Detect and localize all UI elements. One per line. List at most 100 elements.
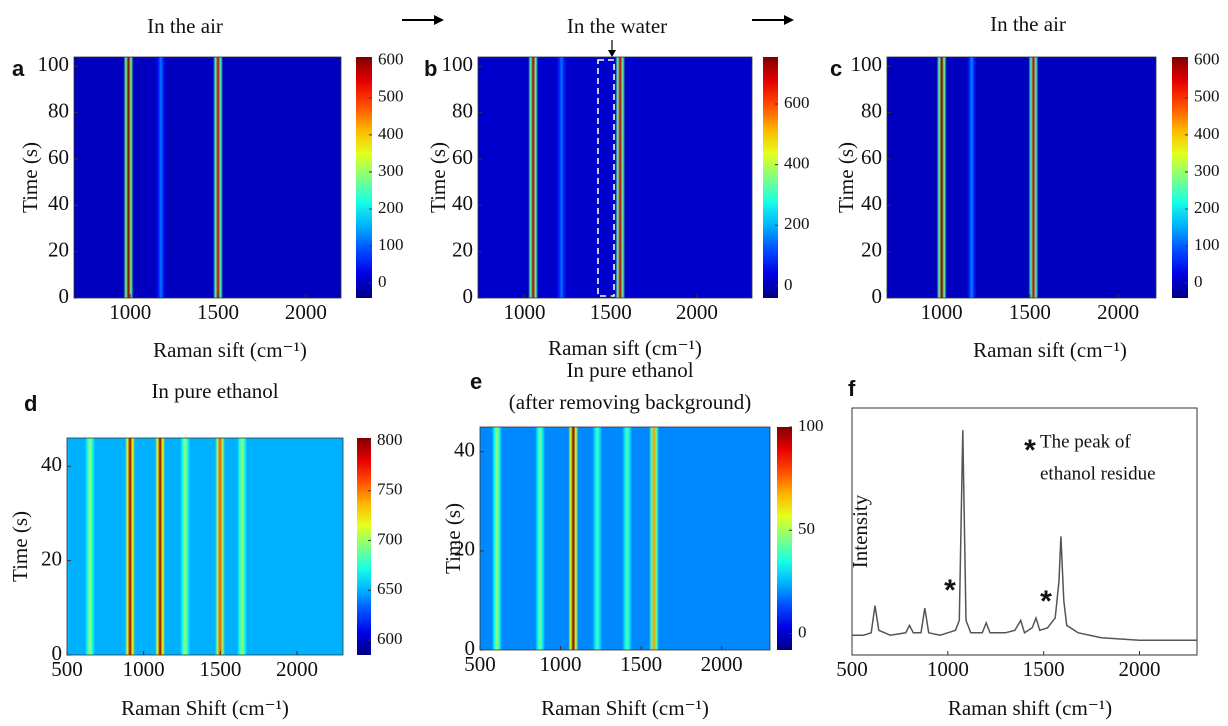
x-tick-label: 500 (836, 657, 868, 681)
x-axis-label: Raman Shift (cm⁻¹) (541, 696, 709, 720)
x-tick-label: 500 (51, 657, 83, 681)
y-tick-label: 40 (454, 438, 475, 462)
x-tick-label: 1000 (504, 300, 546, 324)
peak-line (237, 438, 248, 655)
y-tick-label: 20 (48, 237, 69, 261)
colorbar (357, 438, 371, 655)
colorbar-tick-label: 300 (378, 161, 404, 180)
x-tick-label: 2000 (285, 300, 327, 324)
colorbar-tick-label: 0 (1194, 272, 1203, 291)
x-tick-label: 1000 (123, 657, 165, 681)
peak-line (966, 57, 977, 298)
panel-title: In pure ethanol (566, 358, 693, 382)
x-tick-label: 1000 (927, 657, 969, 681)
colorbar (777, 427, 792, 650)
x-tick-label: 2000 (276, 657, 318, 681)
x-tick-label: 2000 (676, 300, 718, 324)
y-axis-label: Time (s) (426, 142, 450, 213)
x-tick-label: 2000 (1097, 300, 1139, 324)
arrow-head (608, 50, 616, 57)
x-tick-label: 1500 (1009, 300, 1051, 324)
colorbar-tick-label: 750 (377, 480, 403, 499)
plot-frame (477, 56, 753, 299)
plot-frame (851, 407, 1198, 656)
heatmap-background (478, 57, 752, 298)
peak-line (155, 57, 166, 298)
y-tick-label: 0 (59, 284, 70, 308)
colorbar-tick-label: 700 (377, 529, 403, 548)
plot-frame (886, 56, 1157, 299)
y-tick-label: 0 (52, 641, 63, 665)
peak-line (528, 57, 539, 298)
spectrum-line (852, 430, 1197, 641)
peak-line (215, 438, 226, 655)
x-axis-label: Raman sift (cm⁻¹) (973, 338, 1127, 362)
colorbar-tick-label: 200 (1194, 198, 1220, 217)
panel-label: a (12, 56, 25, 81)
panel-title: In the air (147, 14, 223, 38)
plot-frame (479, 426, 771, 651)
x-axis-label: Raman sift (cm⁻¹) (153, 338, 307, 362)
y-tick-label: 60 (48, 145, 69, 169)
colorbar-tick-label: 400 (378, 124, 404, 143)
annotation: * (1040, 585, 1052, 618)
colorbar-tick-label: 200 (378, 198, 404, 217)
peak-line (155, 438, 166, 655)
panel-label: c (830, 56, 842, 81)
peak-line (649, 427, 659, 650)
y-tick-label: 60 (452, 145, 473, 169)
colorbar-tick-label: 600 (1194, 50, 1220, 69)
panel-label: b (424, 56, 437, 81)
y-tick-label: 40 (861, 191, 882, 215)
colorbar-tick-label: 650 (377, 579, 403, 598)
x-tick-label: 1500 (1023, 657, 1065, 681)
peak-line (491, 427, 502, 650)
colorbar-tick-label: 600 (377, 629, 403, 648)
x-axis-label: Raman shift (cm⁻¹) (948, 696, 1112, 720)
colorbar (356, 57, 372, 298)
y-tick-label: 80 (48, 98, 69, 122)
colorbar-tick-label: 100 (798, 416, 824, 435)
arrow-head (784, 15, 794, 25)
y-axis-label: Time (s) (834, 142, 858, 213)
panel-subtitle: (after removing background) (509, 390, 752, 414)
colorbar (1172, 57, 1188, 298)
y-tick-label: 20 (41, 546, 62, 570)
panel-label: f (848, 376, 856, 401)
y-tick-label: 20 (861, 237, 882, 261)
y-tick-label: 40 (41, 452, 62, 476)
colorbar (763, 57, 778, 298)
colorbar-tick-label: 500 (378, 87, 404, 106)
y-axis-label: Time (s) (441, 503, 465, 574)
arrow-head (434, 15, 444, 25)
plot-frame (66, 437, 344, 656)
peak-line (622, 427, 633, 650)
peak-line (213, 57, 224, 298)
peak-line (1028, 57, 1039, 298)
peak-line (592, 427, 603, 650)
x-tick-label: 1000 (109, 300, 151, 324)
panel-title: In the water (567, 14, 667, 38)
panel-label: e (470, 369, 482, 394)
colorbar-tick-label: 0 (798, 622, 807, 641)
x-tick-label: 1000 (921, 300, 963, 324)
annotation: * (944, 574, 956, 607)
x-tick-label: 2000 (701, 652, 743, 676)
x-tick-label: 2000 (1119, 657, 1161, 681)
heatmap-background (887, 57, 1156, 298)
y-tick-label: 80 (861, 98, 882, 122)
panel-label: d (24, 391, 37, 416)
plot-frame (73, 56, 342, 299)
peak-line (936, 57, 947, 298)
x-axis-label: Raman Shift (cm⁻¹) (121, 696, 289, 720)
heatmap-background (67, 438, 343, 655)
colorbar-tick-label: 100 (1194, 235, 1220, 254)
colorbar-tick-label: 300 (1194, 161, 1220, 180)
peak-line (615, 57, 626, 298)
y-axis-label: Intensity (848, 494, 872, 568)
annotation: * (1024, 434, 1036, 467)
x-tick-label: 1500 (590, 300, 632, 324)
y-tick-label: 100 (442, 52, 474, 76)
peak-line (556, 57, 567, 298)
y-axis-label: Time (s) (8, 511, 32, 582)
